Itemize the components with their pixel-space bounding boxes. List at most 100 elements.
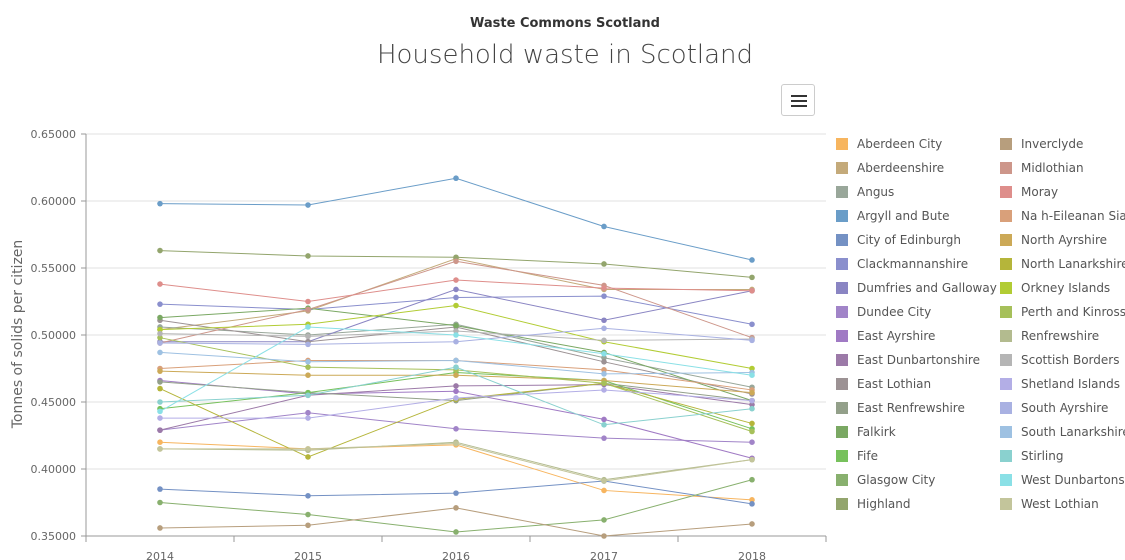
data-point[interactable] <box>601 487 607 494</box>
data-point[interactable] <box>453 357 459 364</box>
data-point[interactable] <box>601 223 607 230</box>
data-point[interactable] <box>453 395 459 401</box>
data-point[interactable] <box>157 415 163 421</box>
data-point[interactable] <box>305 522 311 529</box>
data-point[interactable] <box>453 490 459 496</box>
series-argyll-and-bute[interactable] <box>157 175 755 263</box>
data-point[interactable] <box>453 328 459 334</box>
series-moray[interactable] <box>157 277 755 305</box>
data-point[interactable] <box>453 364 459 370</box>
data-point[interactable] <box>305 253 311 259</box>
data-point[interactable] <box>601 435 607 441</box>
data-point[interactable] <box>453 529 459 535</box>
data-point[interactable] <box>749 274 755 281</box>
data-point[interactable] <box>157 326 163 333</box>
series-glasgow-city[interactable] <box>157 476 755 535</box>
data-point[interactable] <box>601 380 607 387</box>
data-point[interactable] <box>749 420 755 427</box>
series-line[interactable] <box>160 389 753 419</box>
data-point[interactable] <box>749 401 755 408</box>
series-stirling[interactable] <box>157 364 755 428</box>
data-point[interactable] <box>157 379 163 385</box>
data-point[interactable] <box>453 294 459 301</box>
data-point[interactable] <box>601 325 607 332</box>
series-west-lothian[interactable] <box>157 440 755 484</box>
data-point[interactable] <box>157 301 163 307</box>
data-point[interactable] <box>453 388 459 395</box>
data-point[interactable] <box>453 426 459 432</box>
data-point[interactable] <box>601 533 607 539</box>
data-point[interactable] <box>601 367 607 373</box>
data-point[interactable] <box>157 525 163 531</box>
data-point[interactable] <box>305 341 311 348</box>
data-point[interactable] <box>157 340 163 346</box>
data-point[interactable] <box>601 337 607 344</box>
data-point[interactable] <box>453 277 459 283</box>
data-point[interactable] <box>305 306 311 313</box>
data-point[interactable] <box>601 478 607 484</box>
data-point[interactable] <box>157 368 163 374</box>
data-point[interactable] <box>453 440 459 447</box>
data-point[interactable] <box>749 321 755 328</box>
data-point[interactable] <box>157 446 163 452</box>
data-point[interactable] <box>157 200 163 207</box>
series-inverclyde[interactable] <box>157 505 755 539</box>
data-point[interactable] <box>749 497 755 503</box>
data-point[interactable] <box>157 314 163 321</box>
data-point[interactable] <box>157 427 163 433</box>
data-point[interactable] <box>749 365 755 372</box>
data-point[interactable] <box>749 439 755 446</box>
data-point[interactable] <box>305 364 311 370</box>
data-point[interactable] <box>601 354 607 361</box>
data-point[interactable] <box>601 421 607 428</box>
data-point[interactable] <box>305 372 311 379</box>
data-point[interactable] <box>453 338 459 345</box>
data-point[interactable] <box>157 439 163 446</box>
data-point[interactable] <box>453 254 459 261</box>
data-point[interactable] <box>305 446 311 452</box>
data-point[interactable] <box>749 287 755 294</box>
data-point[interactable] <box>749 428 755 435</box>
series-scottish-borders[interactable] <box>157 328 755 344</box>
data-point[interactable] <box>749 397 755 404</box>
data-point[interactable] <box>749 389 755 396</box>
data-point[interactable] <box>749 521 755 527</box>
data-point[interactable] <box>453 505 459 511</box>
data-point[interactable] <box>601 371 607 377</box>
data-point[interactable] <box>157 349 163 356</box>
data-point[interactable] <box>157 247 163 254</box>
data-point[interactable] <box>157 330 163 337</box>
series-line[interactable] <box>159 441 753 481</box>
data-point[interactable] <box>305 298 311 305</box>
data-point[interactable] <box>749 501 755 507</box>
series-line[interactable] <box>159 177 753 261</box>
data-point[interactable] <box>453 258 459 265</box>
series-shetland-islands[interactable] <box>157 387 755 421</box>
data-point[interactable] <box>305 359 311 365</box>
series-highland[interactable] <box>157 247 755 281</box>
data-point[interactable] <box>601 261 607 267</box>
data-point[interactable] <box>453 302 459 309</box>
data-point[interactable] <box>749 456 755 463</box>
series-line[interactable] <box>159 295 753 325</box>
data-point[interactable] <box>601 517 607 523</box>
data-point[interactable] <box>749 372 755 379</box>
data-point[interactable] <box>601 293 607 299</box>
data-point[interactable] <box>305 202 311 208</box>
data-point[interactable] <box>453 175 459 182</box>
data-point[interactable] <box>157 385 163 392</box>
data-point[interactable] <box>601 285 607 291</box>
series-west-dunbartonshire[interactable] <box>157 324 755 415</box>
data-point[interactable] <box>453 286 459 293</box>
data-point[interactable] <box>157 399 163 405</box>
data-point[interactable] <box>305 392 311 399</box>
chart-menu-button[interactable] <box>781 84 815 116</box>
data-point[interactable] <box>601 416 607 423</box>
data-point[interactable] <box>305 454 311 460</box>
data-point[interactable] <box>601 387 607 393</box>
data-point[interactable] <box>453 372 459 379</box>
data-point[interactable] <box>157 499 163 506</box>
data-point[interactable] <box>601 359 607 365</box>
series-south-ayrshire[interactable] <box>157 325 755 348</box>
data-point[interactable] <box>601 350 607 357</box>
